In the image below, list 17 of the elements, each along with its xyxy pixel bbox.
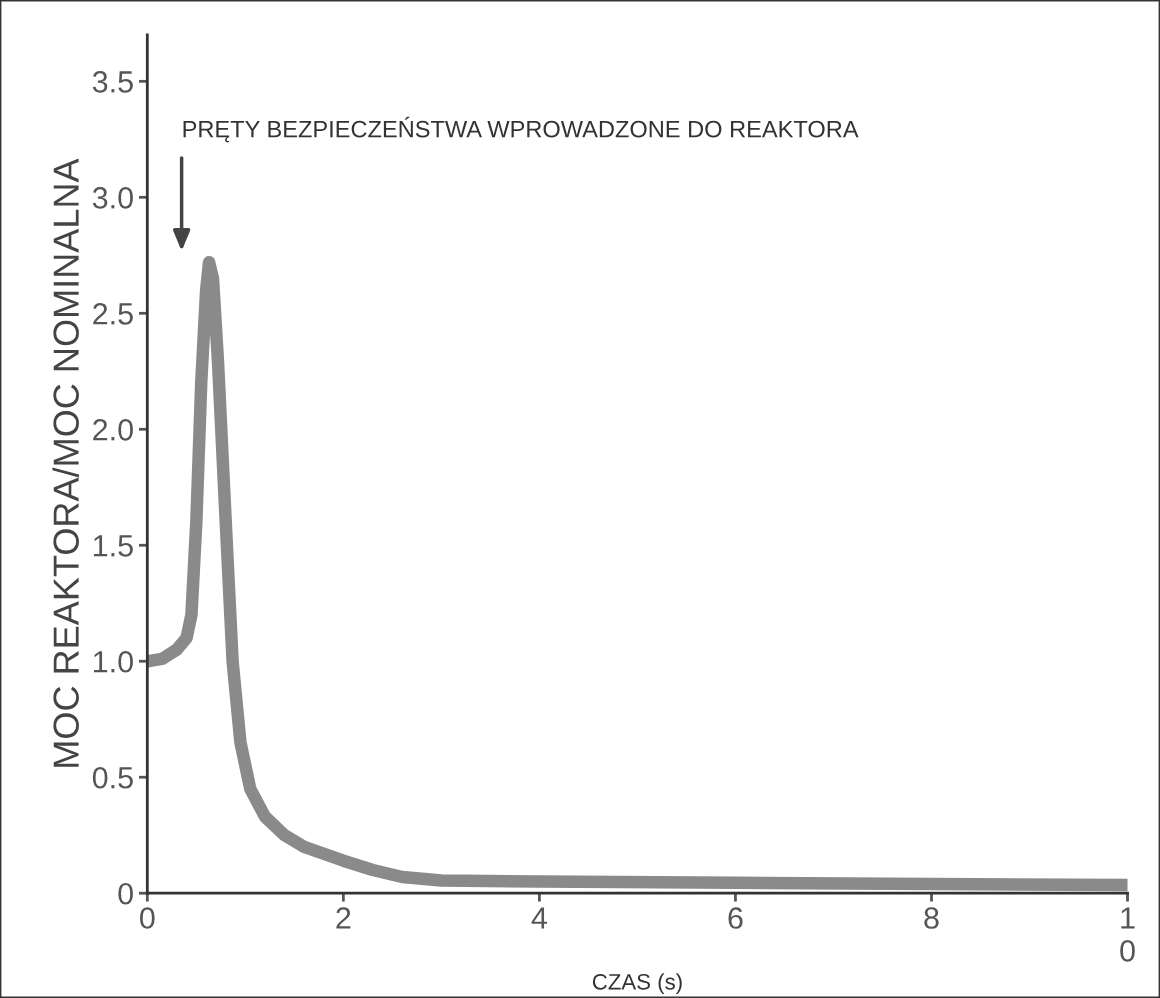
y-tick-label: 0.5 bbox=[92, 766, 133, 789]
x-tick-label: 0 bbox=[140, 907, 155, 929]
y-tick-label: 2.5 bbox=[93, 303, 133, 325]
y-tick-label: 3.5 bbox=[92, 71, 133, 93]
x-tick-label: 6 bbox=[728, 907, 743, 929]
y-tick-label: 3.0 bbox=[92, 187, 133, 209]
x-tick-label: 2 bbox=[336, 907, 351, 929]
x-tick-label: 8 bbox=[924, 907, 939, 929]
x-tick-label: 1 0 bbox=[1120, 907, 1135, 962]
y-axis-title: MOC REAKTORA/MOC NOMINALNA bbox=[52, 158, 79, 767]
y-tick-label: 1.5 bbox=[93, 535, 133, 557]
annotation: PRĘTY BEZPIECZEŃSTWA WPROWADZONE DO REAKTORA bbox=[183, 116, 859, 143]
x-axis-title: CZAS (s) bbox=[592, 973, 682, 995]
y-tick-label: 1.0 bbox=[93, 650, 133, 673]
x-tick-label: 4 bbox=[531, 907, 547, 929]
y-tick-label: 0 bbox=[118, 882, 133, 905]
y-tick-label: 2.0 bbox=[93, 419, 133, 441]
